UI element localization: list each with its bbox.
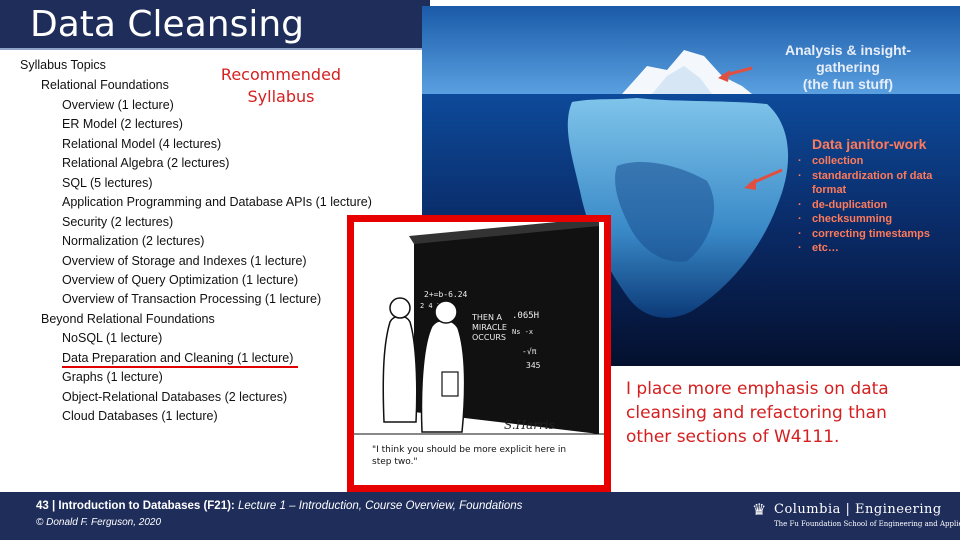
syllabus-section: Beyond Relational Foundations [41, 312, 215, 326]
janitor-item-text: standardization of data [812, 169, 933, 182]
title-bar: Data Cleansing [0, 0, 430, 48]
janitor-item: · collection [798, 154, 932, 169]
course-name: Introduction to Databases (F21): [58, 500, 235, 512]
svg-text:-√π: -√π [522, 347, 537, 356]
syllabus-item: Application Programming and Database API… [62, 195, 372, 209]
slide-number: 43 [36, 500, 49, 512]
syllabus-item: Relational Algebra (2 lectures) [62, 156, 230, 170]
svg-text:Ns -x: Ns -x [512, 328, 533, 336]
janitor-item: · de-duplication [798, 198, 932, 213]
janitor-item-text: correcting timestamps [812, 227, 930, 240]
syllabus-item: Overview (1 lecture) [62, 98, 174, 112]
bullet-icon: · [798, 227, 802, 240]
columbia-engineering-logo: ♛ Columbia | Engineering The Fu Foundati… [752, 498, 960, 536]
iceberg-top-label: Analysis & insight- gathering (the fun s… [758, 42, 938, 93]
footer-separator: | [48, 500, 59, 512]
syllabus-item: Overview of Transaction Processing (1 le… [62, 292, 322, 306]
recommended-syllabus-label: Recommended Syllabus [220, 65, 342, 106]
syllabus-item: Security (2 lectures) [62, 215, 174, 229]
cartoon-image: 2+=b-6.24 2 4 7 .065H Ns -x -√π 345 THEN… [354, 222, 604, 485]
iceberg-top-label-line: Analysis & insight- [784, 42, 912, 58]
janitor-item: · standardization of data [798, 169, 932, 184]
janitor-item-text: checksumming [812, 213, 893, 225]
cartoon-signature: S.Harris [504, 418, 555, 432]
bullet-icon: · [798, 155, 802, 167]
cartoon-illustration: 2+=b-6.24 2 4 7 .065H Ns -x -√π 345 THEN… [354, 222, 604, 435]
bullet-icon: · [798, 169, 802, 182]
syllabus-item: Overview of Storage and Indexes (1 lectu… [62, 254, 307, 268]
syllabus-item: Normalization (2 lectures) [62, 234, 205, 248]
syllabus-item: Object-Relational Databases (2 lectures) [62, 390, 288, 404]
janitor-item-text: collection [812, 155, 864, 167]
emphasis-note: I place more emphasis on data cleansing … [626, 379, 889, 447]
janitor-item-text: de-duplication [812, 198, 888, 211]
janitor-item-text: format [812, 184, 847, 196]
iceberg-illustration [422, 6, 960, 366]
board-text-line1: THEN A [471, 313, 502, 322]
logo-name: Columbia | Engineering [774, 502, 942, 517]
syllabus-section: Relational Foundations [41, 78, 169, 92]
syllabus-item: Graphs (1 lecture) [62, 370, 163, 384]
janitor-item-text: etc… [812, 242, 839, 254]
title-divider [0, 48, 430, 50]
iceberg-top-label-line: gathering [816, 59, 880, 75]
janitor-item: format [798, 183, 932, 198]
syllabus-item: SQL (5 lectures) [62, 176, 153, 190]
syllabus-item: Relational Model (4 lectures) [62, 137, 222, 151]
cartoon-frame: 2+=b-6.24 2 4 7 .065H Ns -x -√π 345 THEN… [347, 215, 611, 492]
board-text-line3: OCCURS [472, 333, 506, 342]
lecture-title: Lecture 1 – Introduction, Course Overvie… [234, 500, 523, 512]
janitor-item: · correcting timestamps [798, 227, 932, 242]
janitor-list: · collection · standardization of data for… [798, 154, 932, 256]
iceberg-top-label-line: (the fun stuff) [802, 76, 894, 92]
bullet-icon: · [798, 198, 802, 211]
cartoon-caption: "I think you should be more explicit her… [372, 445, 567, 467]
footer: 43 | Introduction to Databases (F21): Le… [0, 492, 960, 540]
highlight-underline [62, 366, 298, 368]
syllabus-item: NoSQL (1 lecture) [62, 331, 163, 345]
svg-text:345: 345 [526, 361, 541, 370]
crown-icon: ♛ [752, 502, 767, 519]
janitor-item: · etc… [798, 241, 932, 256]
footer-course-line: 43 | Introduction to Databases (F21): Le… [36, 500, 522, 512]
syllabus-item: Cloud Databases (1 lecture) [62, 409, 218, 423]
svg-text:2+=b-6.24: 2+=b-6.24 [424, 290, 468, 299]
syllabus-item-highlighted: Data Preparation and Cleaning (1 lecture… [62, 351, 294, 365]
logo-subtitle: The Fu Foundation School of Engineering … [774, 520, 960, 528]
bullet-icon: · [798, 242, 802, 254]
svg-text:2 4 7: 2 4 7 [420, 302, 441, 310]
slide-title: Data Cleansing [30, 4, 304, 45]
syllabus-item: Overview of Query Optimization (1 lectur… [62, 273, 299, 287]
iceberg-image: Analysis & insight- gathering (the fun s… [422, 6, 960, 366]
bullet-icon: · [798, 213, 802, 225]
janitor-title: Data janitor-work [812, 136, 927, 152]
svg-text:.065H: .065H [512, 311, 539, 321]
copyright: © Donald F. Ferguson, 2020 [36, 517, 162, 528]
janitor-item: · checksumming [798, 212, 932, 227]
board-text-line2: MIRACLE [472, 323, 507, 332]
syllabus-heading: Syllabus Topics [20, 58, 106, 72]
syllabus-item: ER Model (2 lectures) [62, 117, 183, 131]
